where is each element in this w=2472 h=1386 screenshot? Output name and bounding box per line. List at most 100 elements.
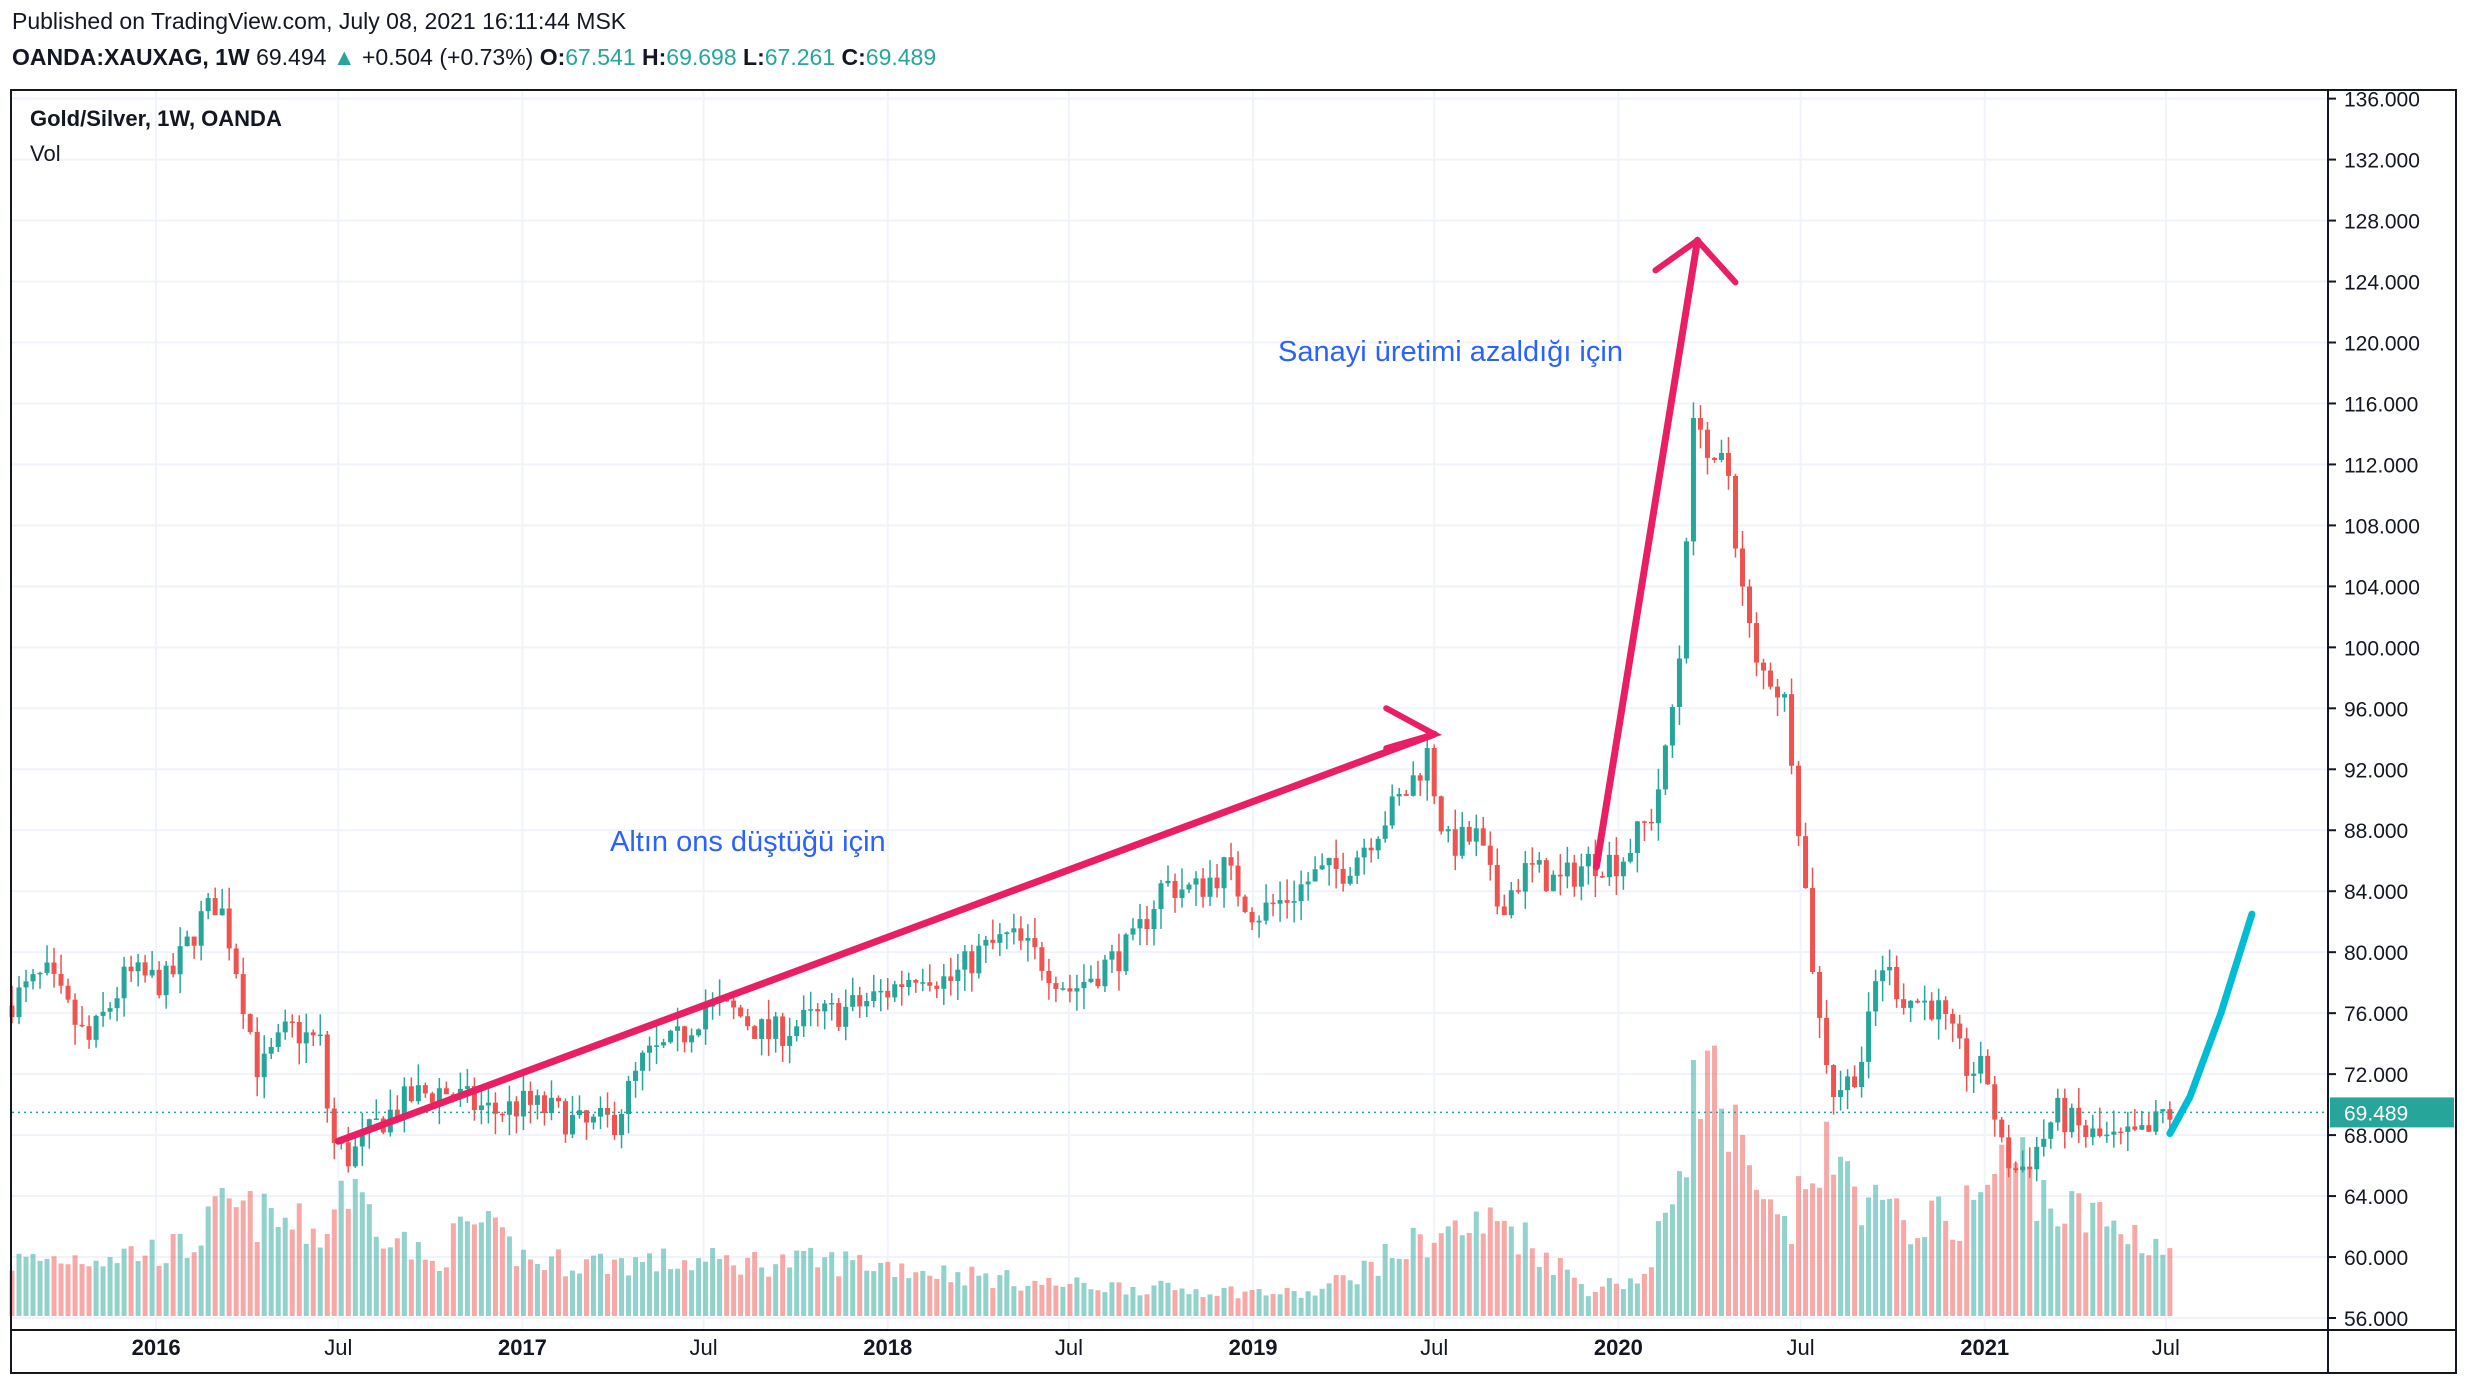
candle-body	[548, 1097, 554, 1114]
candle-body	[2097, 1128, 2103, 1137]
volume-bar	[1936, 1196, 1942, 1316]
candle-body	[205, 898, 211, 912]
candle-body	[1207, 877, 1213, 897]
volume-bar	[380, 1248, 386, 1316]
candle-body	[1025, 938, 1031, 941]
volume-bar	[1039, 1284, 1045, 1316]
volume-bar	[506, 1236, 512, 1316]
candle-body	[478, 1105, 484, 1111]
candle-body	[976, 945, 982, 974]
chart-frame	[10, 89, 2457, 1374]
price-tick-label: 68.000	[2344, 1125, 2408, 1148]
candle-body	[962, 951, 968, 970]
candle-body	[583, 1110, 589, 1123]
candle-body	[1256, 920, 1262, 923]
volume-bar	[1761, 1199, 1767, 1316]
candle-body	[86, 1026, 92, 1040]
candle-body	[9, 1005, 15, 1018]
volume-bar	[1992, 1173, 1998, 1316]
candle-body	[359, 1132, 365, 1147]
candle-body	[268, 1046, 274, 1054]
volume-bar	[1123, 1294, 1129, 1316]
volume-bar	[1887, 1198, 1893, 1316]
candle-body	[1732, 475, 1738, 549]
volume-bar	[303, 1243, 309, 1316]
volume-bar	[23, 1256, 29, 1316]
time-tick-label: 2016	[132, 1335, 181, 1360]
volume-bar	[317, 1247, 323, 1316]
volume-bar	[766, 1276, 772, 1316]
candle-body	[1775, 686, 1781, 698]
candle-body	[773, 1016, 779, 1039]
volume-bar	[310, 1228, 316, 1316]
volume-bar	[1403, 1259, 1409, 1316]
candle-body	[58, 973, 64, 986]
volume-bar	[1319, 1288, 1325, 1316]
candle-body	[675, 1026, 681, 1031]
candle-body	[829, 1003, 835, 1005]
trend-arrow-2-head	[1652, 236, 1739, 286]
low-label: L:	[743, 44, 765, 70]
volume-bar	[1669, 1204, 1675, 1316]
volume-bar	[233, 1207, 239, 1316]
candle-body	[843, 1006, 849, 1027]
volume-bar	[198, 1245, 204, 1316]
open-label: O:	[539, 44, 566, 70]
trend-arrow-1-head	[1383, 705, 1443, 752]
volume-bar	[948, 1282, 954, 1316]
candle-body	[569, 1115, 575, 1135]
candle-body	[885, 990, 891, 998]
volume-bar	[1957, 1240, 1963, 1316]
volume-bar	[2027, 1167, 2033, 1316]
candle-body	[366, 1119, 372, 1133]
candle-body	[1095, 978, 1101, 987]
candle-body	[878, 990, 884, 993]
legend-volume[interactable]: Vol	[30, 141, 61, 166]
candle-body	[422, 1085, 428, 1094]
candle-body	[997, 934, 1003, 943]
candle-body	[1929, 1000, 1935, 1020]
volume-bar	[1165, 1282, 1171, 1316]
legend-title[interactable]: Gold/Silver, 1W, OANDA	[30, 106, 282, 131]
candle-body	[177, 946, 183, 975]
candle-body	[170, 965, 176, 975]
candle-body	[1382, 825, 1388, 839]
volume-bar	[373, 1236, 379, 1316]
volume-bar	[205, 1206, 211, 1316]
volume-bar	[619, 1258, 625, 1316]
volume-bar	[1634, 1283, 1640, 1316]
candle-body	[1431, 748, 1437, 797]
volume-bar	[2111, 1220, 2117, 1316]
volume-bar	[1235, 1298, 1241, 1316]
projection-line	[2166, 910, 2256, 1138]
candle-body	[1936, 1000, 1942, 1020]
volume-bar	[1263, 1295, 1269, 1316]
candle-body	[780, 1016, 786, 1046]
volume-bar	[2167, 1248, 2173, 1316]
candle-body	[836, 1003, 842, 1027]
volume-bar	[1347, 1280, 1353, 1316]
candle-body	[2090, 1128, 2096, 1138]
volume-bar	[885, 1261, 891, 1316]
change-value: +0.504 (+0.73%)	[361, 44, 534, 70]
candle-body	[1971, 1073, 1977, 1076]
volume-bar	[1529, 1248, 1535, 1316]
candle-body	[1389, 796, 1395, 826]
candle-body	[913, 979, 919, 983]
candle-body	[1242, 896, 1248, 912]
volume-bar	[1880, 1199, 1886, 1316]
candle-body	[1228, 857, 1234, 866]
candle-body	[2027, 1166, 2033, 1170]
candle-body	[591, 1116, 597, 1123]
candle-body	[240, 974, 246, 1015]
volume-bar	[1053, 1285, 1059, 1316]
volume-bar	[1754, 1189, 1760, 1316]
symbol-label[interactable]: OANDA:XAUXAG, 1W	[12, 44, 250, 70]
volume-bar	[2013, 1162, 2019, 1316]
price-tick-label: 76.000	[2344, 1003, 2408, 1026]
candle-body	[1887, 966, 1893, 971]
volume-bar	[1824, 1121, 1830, 1316]
price-tick-label: 56.000	[2344, 1308, 2408, 1331]
candle-body	[135, 962, 141, 972]
